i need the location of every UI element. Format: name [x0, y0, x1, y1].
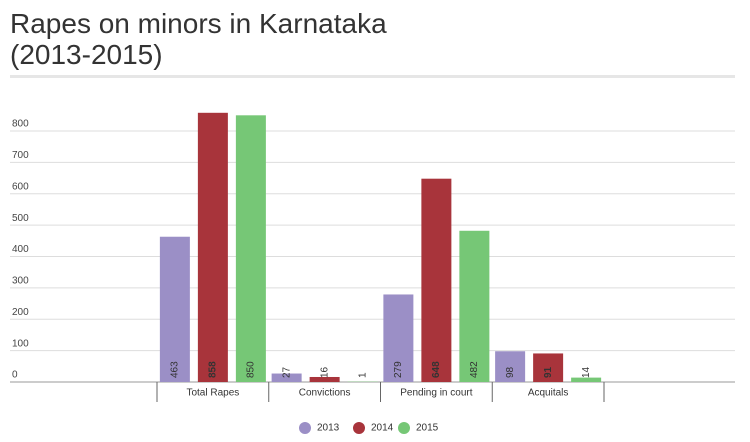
bar: [309, 376, 340, 382]
legend-label: 2014: [371, 423, 394, 434]
value-label: 858: [208, 361, 219, 378]
value-label: 850: [246, 361, 257, 378]
x-tick-label: Pending in court: [400, 388, 472, 399]
title-rule: [10, 75, 735, 78]
value-label: 279: [393, 361, 404, 378]
y-tick-label: 0: [12, 370, 18, 381]
value-label: 27: [281, 366, 292, 378]
chart-title: (2013-2015): [10, 39, 163, 70]
value-label: 1: [357, 372, 368, 378]
bar: [271, 373, 302, 382]
y-tick-label: 400: [12, 244, 29, 255]
bar: [383, 294, 414, 382]
x-tick-label: Convictions: [299, 388, 351, 399]
y-tick-label: 200: [12, 307, 29, 318]
bar: [571, 377, 602, 382]
y-tick-label: 700: [12, 150, 29, 161]
value-label: 463: [170, 361, 181, 378]
value-label: 648: [431, 361, 442, 378]
chart-title: Rapes on minors in Karnataka: [10, 8, 387, 39]
y-tick-label: 300: [12, 276, 29, 287]
bar: [159, 236, 190, 382]
y-tick-label: 500: [12, 213, 29, 224]
legend-label: 2013: [317, 423, 340, 434]
legend-swatch: [299, 422, 311, 434]
value-label: 16: [319, 366, 330, 378]
bar: [495, 351, 526, 382]
bar: [533, 353, 564, 382]
y-tick-label: 100: [12, 338, 29, 349]
y-tick-label: 800: [12, 119, 29, 130]
bar: [459, 230, 490, 382]
value-label: 98: [505, 366, 516, 378]
value-label: 14: [581, 366, 592, 378]
x-tick-label: Acquitals: [528, 388, 569, 399]
legend-swatch: [398, 422, 410, 434]
bar: [421, 178, 452, 382]
legend-label: 2015: [416, 423, 439, 434]
bar: [197, 112, 228, 383]
legend-swatch: [353, 422, 365, 434]
x-tick-label: Total Rapes: [186, 388, 239, 399]
value-label: 482: [469, 361, 480, 378]
bar: [235, 115, 266, 382]
value-label: 91: [543, 366, 554, 378]
y-tick-label: 600: [12, 181, 29, 192]
